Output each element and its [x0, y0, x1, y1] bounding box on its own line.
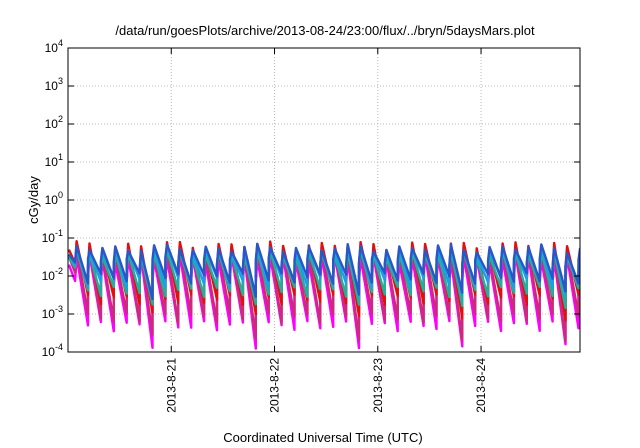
x-tick-label: 2013-8-21	[164, 358, 178, 413]
x-tick-label: 2013-8-24	[474, 358, 488, 413]
y-tick-label: 104	[45, 38, 63, 55]
y-tick-label: 10-4	[42, 342, 63, 359]
y-tick-label: 101	[45, 152, 63, 169]
chart-title: /data/run/goesPlots/archive/2013-08-24/2…	[115, 23, 535, 38]
y-tick-labels: 10-4 10-3 10-2 10-1 100 101 102 103 104	[42, 38, 63, 359]
series-layer	[68, 240, 580, 350]
y-tick-label: 10-1	[42, 228, 63, 245]
y-tick-label: 102	[45, 114, 63, 131]
x-tick-label: 2013-8-23	[371, 358, 385, 413]
y-tick-label: 10-3	[42, 304, 63, 321]
x-tick-label: 2013-8-22	[268, 358, 282, 413]
axis-ticks	[68, 47, 580, 353]
y-tick-label: 100	[45, 190, 63, 207]
x-tick-labels: 2013-8-21 2013-8-22 2013-8-23 2013-8-24	[164, 358, 488, 413]
y-tick-label: 103	[45, 76, 63, 93]
y-tick-label: 10-2	[42, 266, 63, 283]
x-axis-label: Coordinated Universal Time (UTC)	[223, 430, 422, 445]
series-line	[68, 242, 580, 301]
grid-lines	[68, 48, 580, 352]
y-axis-label: cGy/day	[26, 176, 41, 224]
